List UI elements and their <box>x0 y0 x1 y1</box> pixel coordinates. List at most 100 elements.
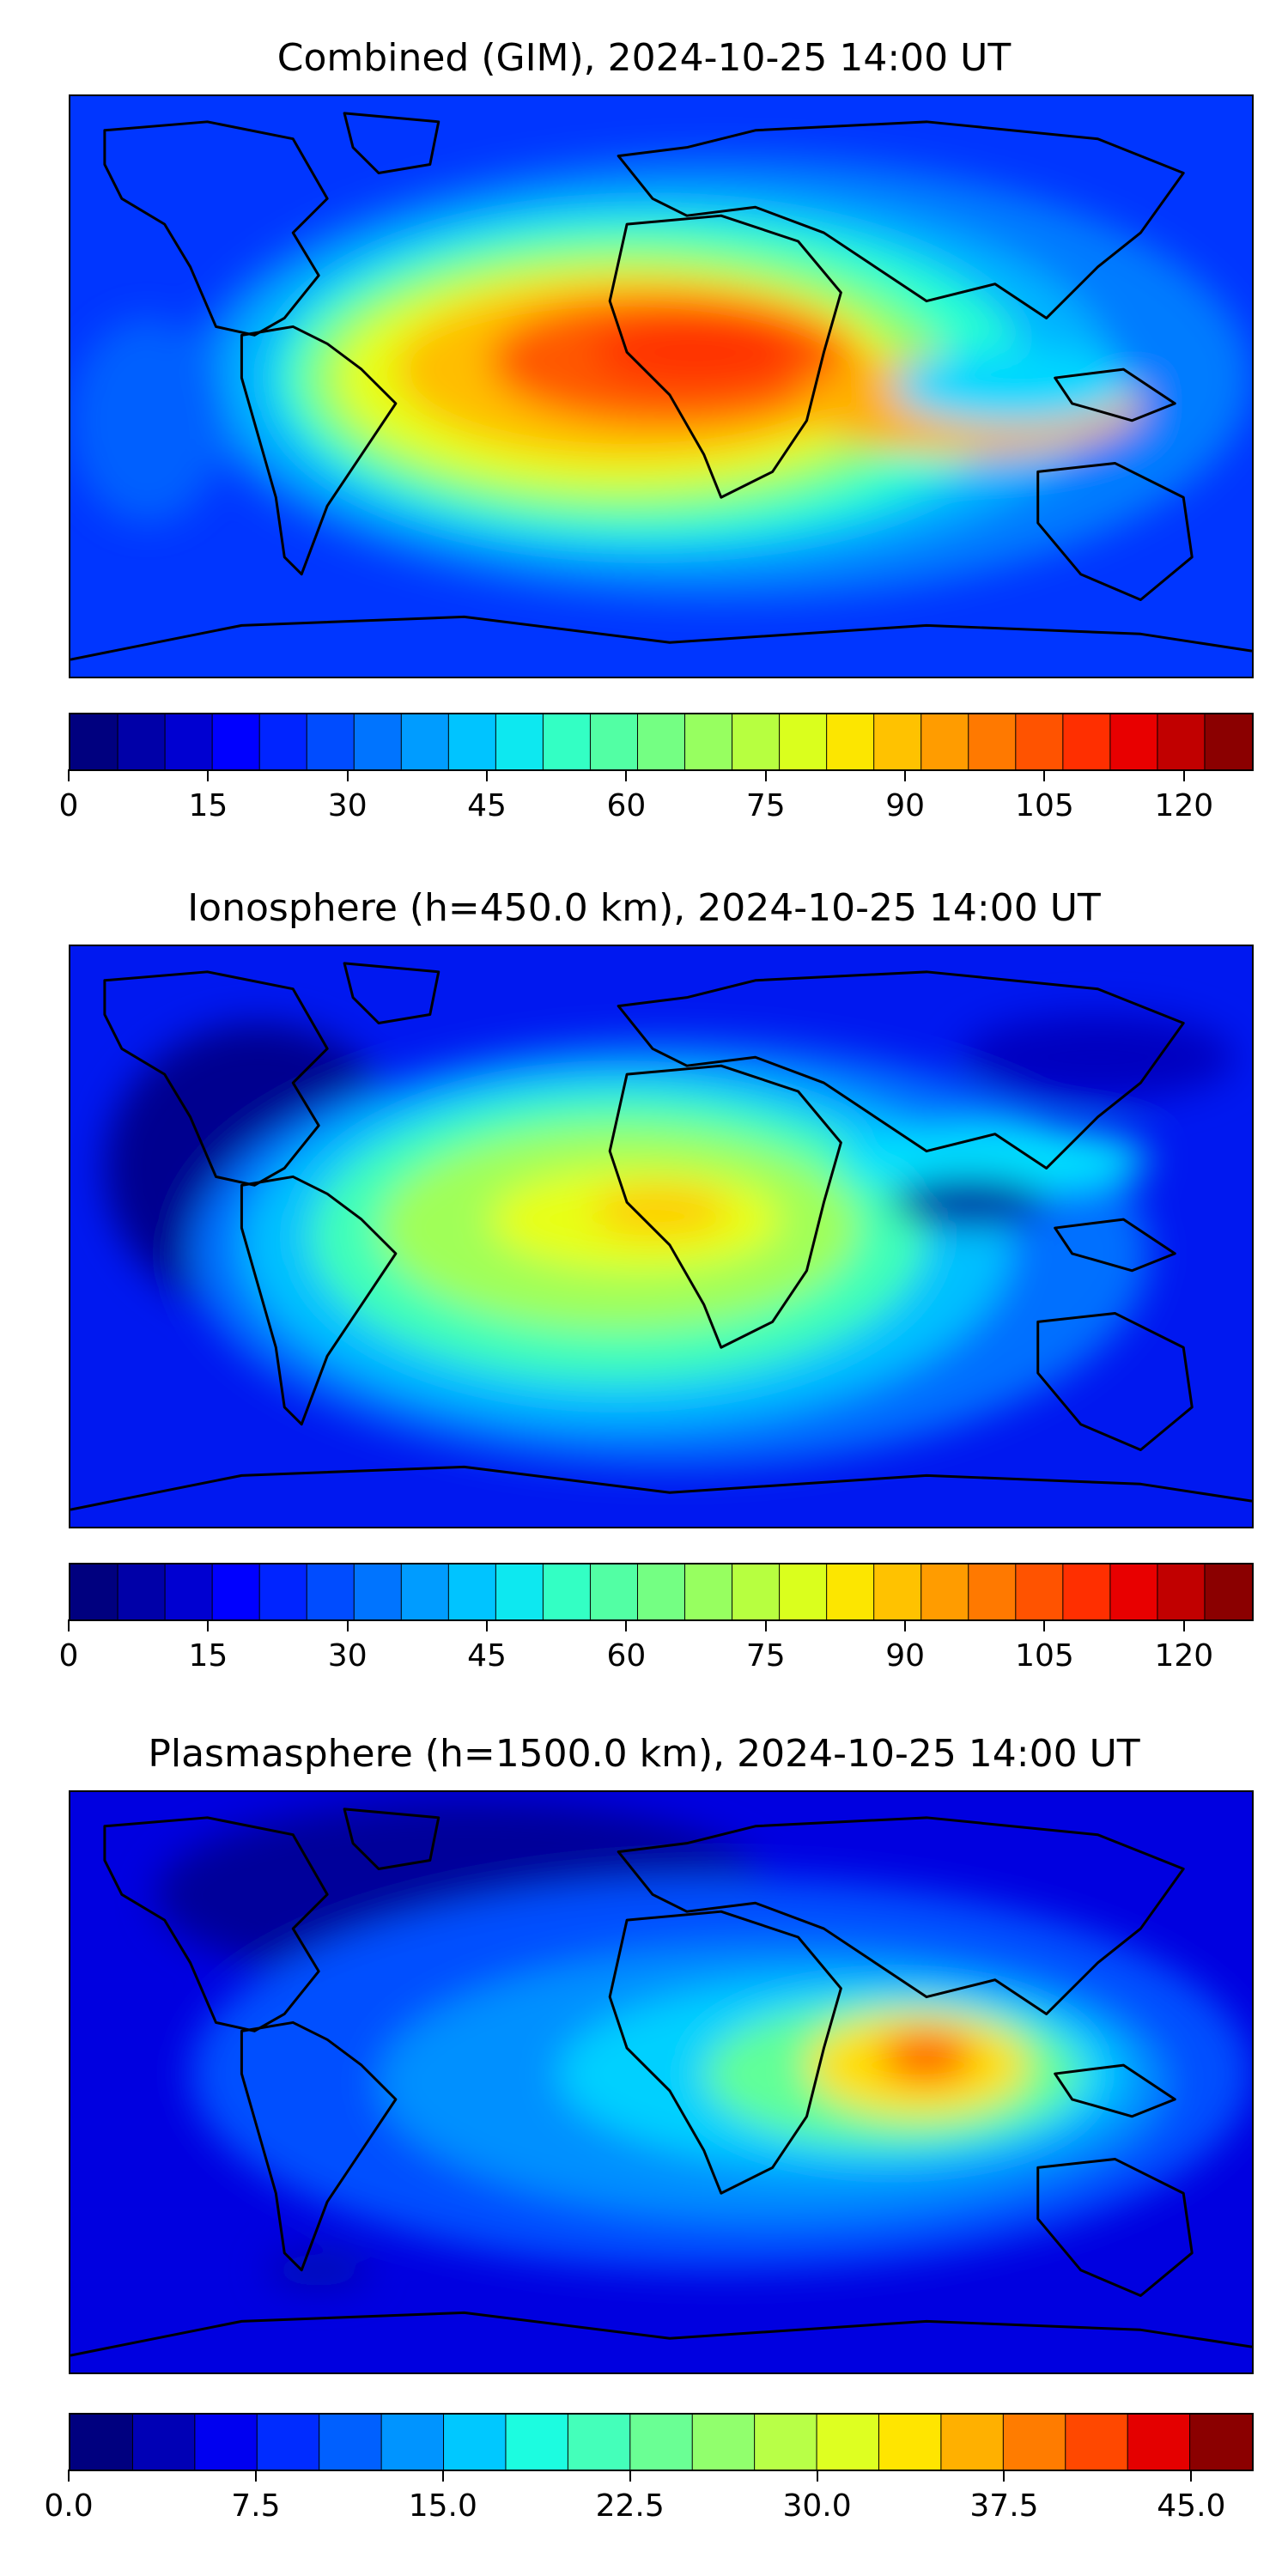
colorbar-swatch <box>70 1564 118 1619</box>
colorbar-tick-label: 7.5 <box>231 2488 281 2524</box>
colorbar-swatch <box>118 1564 166 1619</box>
colorbar-tick-label: 30 <box>327 788 368 823</box>
colorbar-tick <box>629 2470 631 2482</box>
colorbar-swatch <box>629 2415 693 2470</box>
colorbar-tick <box>346 769 349 781</box>
colorbar-swatch <box>590 1564 639 1619</box>
colorbar-swatch <box>920 714 969 769</box>
colorbar-swatch <box>354 714 402 769</box>
colorbar-tick-label: 60 <box>606 788 647 823</box>
colorbar-tick <box>904 769 907 781</box>
colorbar-tick <box>764 769 767 781</box>
colorbar-swatch <box>443 2415 507 2470</box>
colorbar-tick <box>68 769 70 781</box>
colorbar-tick <box>68 2470 70 2482</box>
colorbar-swatch <box>1062 1564 1111 1619</box>
colorbar-swatch <box>1157 714 1206 769</box>
colorbar-tick-label: 0.0 <box>44 2488 94 2524</box>
colorbar-swatch <box>505 2415 568 2470</box>
colorbar-combined-ticks: 0 15 30 45 60 75 90 105 120 <box>59 769 1254 838</box>
colorbar-swatch <box>826 1564 875 1619</box>
colorbar-tick-label: 15 <box>188 1638 228 1674</box>
colorbar-tick-label: 75 <box>745 788 786 823</box>
colorbar-swatch <box>779 714 828 769</box>
colorbar-swatch <box>590 714 639 769</box>
colorbar-tick <box>1182 1619 1185 1631</box>
colorbar-swatch <box>307 714 355 769</box>
colorbar-tick-label: 45 <box>467 788 507 823</box>
colorbar-swatch <box>401 1564 449 1619</box>
colorbar-ionosphere-ticks: 0 15 30 45 60 75 90 105 120 <box>59 1619 1254 1688</box>
colorbar-tick <box>207 1619 210 1631</box>
colorbar-swatch <box>1109 714 1158 769</box>
colorbar-swatch <box>70 714 118 769</box>
colorbar-tick <box>254 2470 257 2482</box>
colorbar-swatch <box>118 714 166 769</box>
colorbar-swatch <box>70 2415 134 2470</box>
colorbar-tick <box>1003 2470 1005 2482</box>
coastlines <box>70 1807 1252 2357</box>
colorbar-tick-label: 15 <box>188 788 228 823</box>
panel-title-ionosphere: Ionosphere (h=450.0 km), 2024-10-25 14:0… <box>187 886 1101 930</box>
colorbar-swatch <box>940 2415 1004 2470</box>
colorbar-swatch <box>920 1564 969 1619</box>
colorbar-tick-label: 45.0 <box>1157 2488 1226 2524</box>
colorbar-tick-label: 105 <box>1015 1638 1074 1674</box>
colorbar-tick <box>207 769 210 781</box>
colorbar-swatch <box>307 1564 355 1619</box>
colorbar-swatch <box>568 2415 631 2470</box>
colorbar-swatch <box>132 2415 196 2470</box>
colorbar-swatch <box>684 714 733 769</box>
colorbar-combined <box>69 713 1254 771</box>
colorbar-swatch <box>543 714 592 769</box>
colorbar-swatch <box>873 714 922 769</box>
colorbar-tick <box>816 2470 818 2482</box>
colorbar-swatch <box>194 2415 258 2470</box>
map-ionosphere <box>69 945 1254 1528</box>
colorbar-swatch <box>259 1564 307 1619</box>
colorbar-swatch <box>817 2415 880 2470</box>
colorbar-tick-label: 22.5 <box>595 2488 665 2524</box>
colorbar-swatch <box>754 2415 817 2470</box>
colorbar-tick <box>904 1619 907 1631</box>
map-plasmasphere <box>69 1790 1254 2374</box>
coastlines <box>70 962 1252 1511</box>
colorbar-tick <box>1043 769 1046 781</box>
colorbar-tick <box>625 1619 628 1631</box>
colorbar-swatch <box>257 2415 320 2470</box>
colorbar-tick <box>1043 1619 1046 1631</box>
colorbar-swatch <box>401 714 449 769</box>
colorbar-tick <box>486 769 489 781</box>
colorbar-tick <box>764 1619 767 1631</box>
colorbar-tick-label: 30 <box>327 1638 368 1674</box>
colorbar-combined-svg <box>70 714 1252 769</box>
colorbar-plasmasphere-svg <box>70 2415 1252 2470</box>
colorbar-tick-label: 120 <box>1154 1638 1214 1674</box>
map-ionosphere-svg <box>70 946 1252 1527</box>
colorbar-ionosphere-svg <box>70 1564 1252 1619</box>
colorbar-swatch <box>684 1564 733 1619</box>
map-combined <box>69 94 1254 678</box>
colorbar-swatch <box>448 714 496 769</box>
colorbar-tick <box>441 2470 444 2482</box>
colorbar-swatch <box>732 1564 781 1619</box>
colorbar-swatch <box>1062 714 1111 769</box>
colorbar-swatch <box>878 2415 942 2470</box>
colorbar-plasmasphere <box>69 2413 1254 2471</box>
colorbar-tick <box>486 1619 489 1631</box>
colorbar-swatch <box>165 714 213 769</box>
colorbar-swatch <box>1204 714 1252 769</box>
colorbar-tick <box>68 1619 70 1631</box>
colorbar-swatch <box>1189 2415 1252 2470</box>
colorbar-tick-label: 0 <box>58 1638 79 1674</box>
colorbar-ionosphere <box>69 1563 1254 1621</box>
colorbar-tick <box>346 1619 349 1631</box>
colorbar-swatch <box>637 714 686 769</box>
map-plasmasphere-svg <box>70 1792 1252 2372</box>
colorbar-swatch <box>259 714 307 769</box>
colorbar-tick-label: 75 <box>745 1638 786 1674</box>
colorbar-tick-label: 90 <box>885 1638 926 1674</box>
colorbar-swatch <box>1109 1564 1158 1619</box>
colorbar-tick <box>625 769 628 781</box>
colorbar-swatch <box>1204 1564 1252 1619</box>
